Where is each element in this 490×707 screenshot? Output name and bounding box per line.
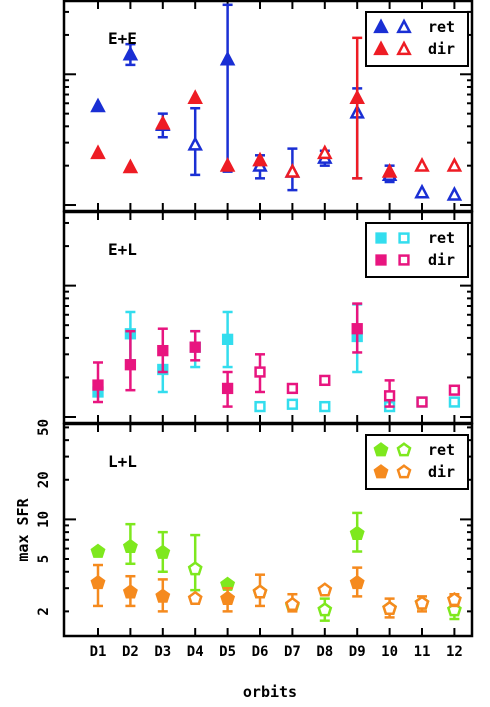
data-point-dir xyxy=(416,396,428,408)
legend-marker-filled-ret xyxy=(373,442,389,457)
legend-label-dir: dir xyxy=(428,251,455,269)
data-point-ret xyxy=(90,543,106,558)
data-point-dir xyxy=(252,151,268,167)
x-tick-label: D9 xyxy=(349,644,366,660)
data-point-dir xyxy=(349,89,365,104)
data-point-dir xyxy=(187,89,203,104)
legend-label-ret: ret xyxy=(428,229,455,247)
legend-marker-filled-dir xyxy=(375,254,387,266)
data-point-ret xyxy=(254,400,266,413)
x-tick-label: D2 xyxy=(122,644,139,660)
data-point-dir xyxy=(383,390,396,402)
legend-marker-filled-dir xyxy=(373,40,389,56)
y-tick-label: 10 xyxy=(36,511,52,528)
data-point-dir xyxy=(414,595,430,610)
legend-marker-open-ret xyxy=(398,232,410,244)
legend-marker-filled-dir xyxy=(373,464,389,479)
data-point-dir xyxy=(446,157,463,172)
legend-label-ret: ret xyxy=(428,441,455,459)
data-point-ret xyxy=(319,400,331,413)
data-point-ret xyxy=(317,602,333,617)
data-point-dir xyxy=(349,574,365,590)
data-point-dir xyxy=(124,359,137,371)
data-point-ret xyxy=(187,135,203,151)
data-point-ret xyxy=(187,561,203,576)
data-point-dir xyxy=(90,144,106,160)
y-tick-label: 2 xyxy=(36,607,52,615)
data-point-dir xyxy=(122,584,138,599)
legend-label-ret: ret xyxy=(428,18,455,36)
data-point-ret xyxy=(448,396,461,408)
x-tick-label: 11 xyxy=(414,644,431,660)
data-point-dir xyxy=(219,157,236,172)
y-tick-label: 20 xyxy=(36,471,52,488)
data-point-ret xyxy=(414,183,430,199)
data-point-dir xyxy=(414,157,430,172)
data-point-dir xyxy=(155,588,171,603)
data-point-dir xyxy=(254,366,266,378)
data-point-dir xyxy=(220,590,236,605)
data-point-dir xyxy=(381,163,398,178)
legend-label-dir: dir xyxy=(428,40,455,58)
legend-marker-open-dir xyxy=(396,40,412,56)
x-tick-label: D8 xyxy=(316,644,333,660)
x-tick-label: D6 xyxy=(252,644,269,660)
legend-marker-open-ret xyxy=(396,442,412,457)
legend-box xyxy=(365,222,469,278)
x-tick-label: D5 xyxy=(219,644,236,660)
y-tick-label: 50 xyxy=(36,419,52,436)
data-point-dir xyxy=(317,144,333,160)
data-point-dir xyxy=(157,344,169,357)
x-tick-label: D1 xyxy=(90,644,107,660)
y-axis-label: max SFR xyxy=(14,497,32,561)
panel-frame-3 xyxy=(62,422,474,638)
panel-title-2: E+L xyxy=(108,240,137,259)
legend-marker-filled-ret xyxy=(375,232,387,244)
legend-marker-filled-ret xyxy=(373,18,389,34)
x-axis-label: orbits xyxy=(243,683,297,701)
data-point-dir xyxy=(382,600,398,615)
data-point-dir xyxy=(284,596,300,611)
data-point-dir xyxy=(286,382,299,395)
data-point-ret xyxy=(446,186,463,201)
data-point-dir xyxy=(92,379,104,391)
data-point-dir xyxy=(187,590,203,605)
legend-marker-open-dir xyxy=(396,464,412,479)
x-tick-label: D7 xyxy=(284,644,301,660)
x-tick-label: 12 xyxy=(446,644,463,660)
data-point-ret xyxy=(155,544,171,559)
data-point-dir xyxy=(448,384,461,396)
data-point-dir xyxy=(351,323,363,335)
data-point-dir xyxy=(319,374,331,387)
data-point-dir xyxy=(284,163,301,178)
x-tick-label: D4 xyxy=(187,644,204,660)
data-point-dir xyxy=(90,574,106,590)
data-point-ret xyxy=(90,97,106,113)
data-point-dir xyxy=(155,114,171,130)
data-point-dir xyxy=(189,341,201,353)
data-point-dir xyxy=(122,158,139,174)
data-point-ret xyxy=(221,333,234,346)
data-point-dir xyxy=(252,584,268,599)
data-point-dir xyxy=(446,591,462,607)
data-point-dir xyxy=(317,582,333,597)
data-point-ret xyxy=(122,45,139,61)
data-point-ret xyxy=(286,398,299,410)
legend-marker-open-dir xyxy=(398,254,410,266)
data-point-ret xyxy=(349,525,365,540)
legend-label-dir: dir xyxy=(428,463,455,481)
legend-marker-open-ret xyxy=(396,18,412,34)
data-point-ret xyxy=(122,538,138,554)
y-tick-label: 5 xyxy=(36,555,52,563)
legend-box xyxy=(365,11,469,67)
panel-title-3: L+L xyxy=(108,452,137,471)
x-tick-label: D3 xyxy=(154,644,171,660)
x-tick-label: 10 xyxy=(381,644,398,660)
data-point-dir xyxy=(221,382,234,395)
data-point-ret xyxy=(219,50,236,66)
panel-title-1: E+E xyxy=(108,29,137,48)
